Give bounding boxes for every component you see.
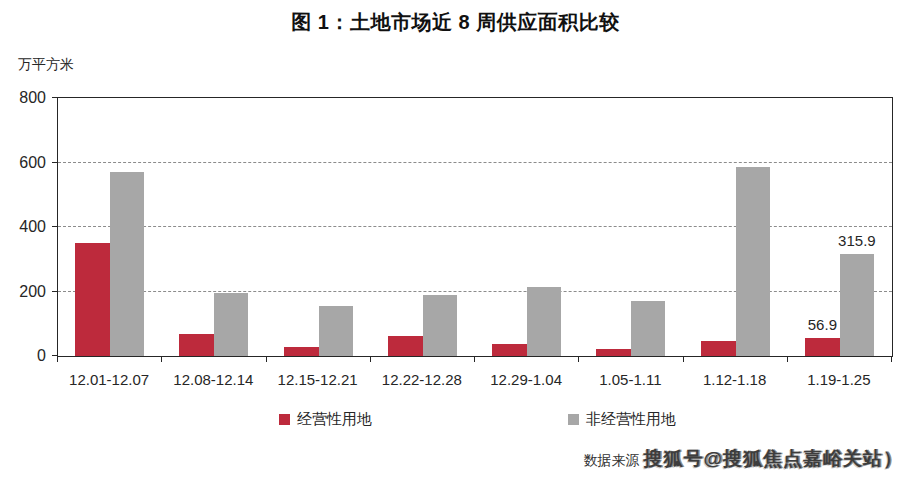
bar-经营性用地-1.12-1.18 <box>701 341 736 356</box>
grid-line-600 <box>58 162 892 163</box>
bar-非经营性用地-12.29-1.04 <box>527 287 561 356</box>
y-tick-label: 200 <box>8 283 46 301</box>
bar-经营性用地-12.15-12.21 <box>284 347 319 356</box>
x-tick-mark <box>57 357 58 362</box>
x-tick-label: 12.29-1.04 <box>474 371 579 388</box>
y-tick-label: 800 <box>8 89 46 107</box>
x-tick-mark <box>370 357 371 362</box>
bar-非经营性用地-1.12-1.18 <box>736 167 770 356</box>
bar-data-label: 56.9 <box>808 316 837 333</box>
legend-item-non-operational: 非经营性用地 <box>568 407 676 431</box>
bar-data-label: 315.9 <box>838 232 876 249</box>
watermark-text: 搜狐号@搜狐焦点嘉峪关站） <box>643 446 903 472</box>
x-tick-label: 12.22-12.28 <box>369 371 474 388</box>
legend-label: 非经营性用地 <box>586 410 676 429</box>
legend-item-operational: 经营性用地 <box>279 407 372 431</box>
bar-非经营性用地-12.15-12.21 <box>319 306 353 356</box>
bar-经营性用地-12.01-12.07 <box>75 243 110 356</box>
y-axis-unit-label: 万平方米 <box>18 56 74 74</box>
bar-经营性用地-1.05-1.11 <box>596 349 631 356</box>
legend-label: 经营性用地 <box>297 410 372 429</box>
chart-title: 图 1：土地市场近 8 周供应面积比较 <box>0 9 911 36</box>
y-tick-mark <box>52 162 57 163</box>
x-tick-label: 1.12-1.18 <box>682 371 787 388</box>
x-tick-mark <box>891 357 892 362</box>
x-tick-mark <box>161 357 162 362</box>
x-tick-mark <box>683 357 684 362</box>
x-tick-label: 12.01-12.07 <box>57 371 162 388</box>
plot-area: 56.9 315.9 <box>57 97 893 357</box>
legend-swatch-red <box>279 414 290 425</box>
bar-非经营性用地-12.22-12.28 <box>423 295 457 356</box>
bar-经营性用地-12.22-12.28 <box>388 336 423 356</box>
x-tick-mark <box>266 357 267 362</box>
y-tick-mark <box>52 226 57 227</box>
x-tick-label: 1.19-1.25 <box>786 371 891 388</box>
bar-非经营性用地-1.19-1.25 <box>840 254 874 356</box>
source-label: 数据来源 <box>583 452 639 470</box>
x-tick-label: 12.08-12.14 <box>161 371 266 388</box>
chart-page: 图 1：土地市场近 8 周供应面积比较 万平方米 56.9 315.9 0 200 4… <box>0 0 911 483</box>
bar-非经营性用地-12.08-12.14 <box>214 293 248 356</box>
bar-经营性用地-1.19-1.25 <box>805 338 840 356</box>
bar-经营性用地-12.08-12.14 <box>179 334 214 356</box>
y-tick-label: 600 <box>8 154 46 172</box>
x-tick-label: 1.05-1.11 <box>578 371 683 388</box>
x-tick-label: 12.15-12.21 <box>265 371 370 388</box>
x-tick-mark <box>474 357 475 362</box>
x-tick-mark <box>578 357 579 362</box>
x-tick-mark <box>787 357 788 362</box>
y-tick-mark <box>52 291 57 292</box>
bar-经营性用地-12.29-1.04 <box>492 344 527 356</box>
legend: 经营性用地 非经营性用地 <box>0 407 911 431</box>
bar-非经营性用地-1.05-1.11 <box>631 301 665 356</box>
bar-非经营性用地-12.01-12.07 <box>110 172 144 356</box>
y-tick-label: 0 <box>8 347 46 365</box>
legend-swatch-gray <box>568 414 579 425</box>
source-line: 数据来源 搜狐号@搜狐焦点嘉峪关站） <box>583 446 903 472</box>
y-tick-label: 400 <box>8 218 46 236</box>
y-tick-mark <box>52 355 57 356</box>
y-tick-mark <box>52 97 57 98</box>
